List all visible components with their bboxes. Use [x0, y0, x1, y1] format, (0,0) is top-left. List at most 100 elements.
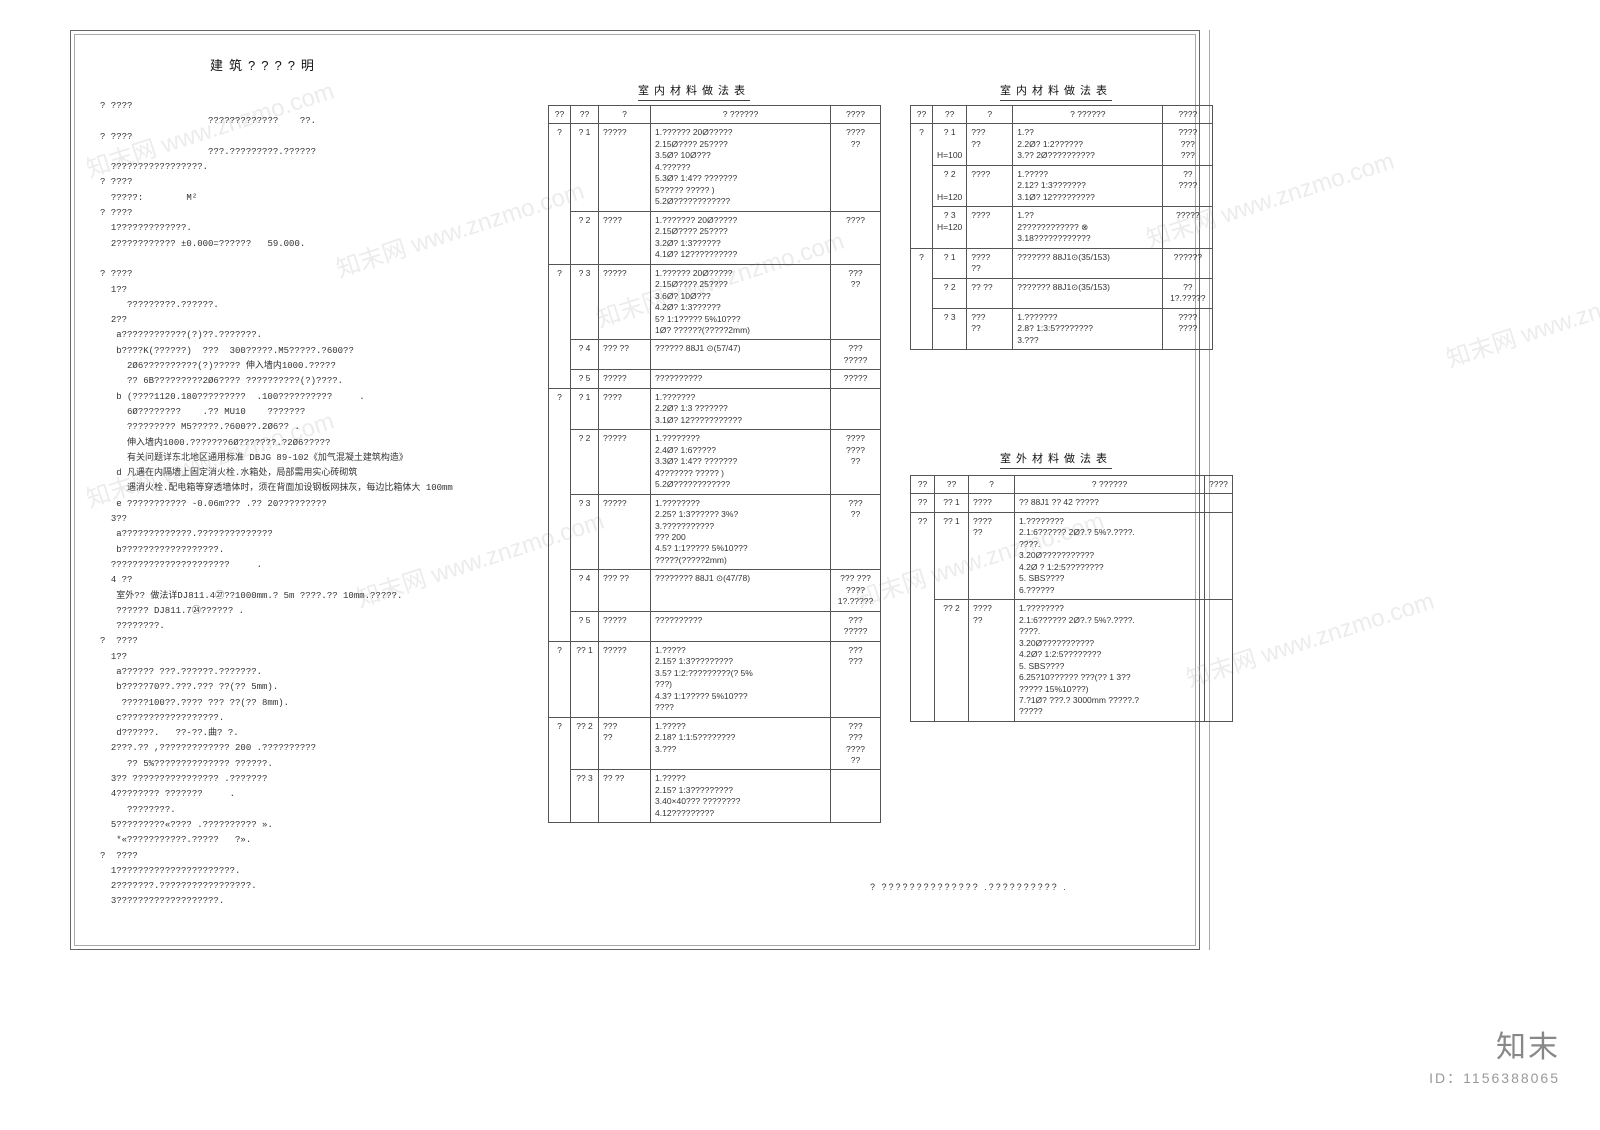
row-type: ????? [599, 494, 651, 570]
row-type: ???? [599, 388, 651, 429]
col-header: ?? [571, 106, 599, 124]
row-group: ? [911, 248, 933, 349]
row-detail: 1.????? 2.15? 1:3????????? 3.40×40??? ??… [651, 770, 831, 823]
row-index: ? 4 [571, 570, 599, 611]
row-type: ?? ?? [599, 770, 651, 823]
row-detail: 1.?????? 20Ø????? 2.15Ø???? 25???? 3.5Ø?… [651, 124, 831, 211]
row-detail: 1.??????? 2.2Ø? 1:3 ??????? 3.1Ø? 12????… [651, 388, 831, 429]
row-type: ??? ?? [599, 340, 651, 370]
row-note [1205, 494, 1233, 512]
row-note: ??? ????? [831, 611, 881, 641]
row-type: ???? [967, 207, 1013, 248]
table2-title: 室内材料做法表 [1000, 82, 1112, 101]
row-group: ?? [911, 512, 935, 721]
row-type: ????? [599, 430, 651, 494]
row-group: ? [549, 264, 571, 388]
row-type: ???? ?? [969, 600, 1015, 722]
col-header: ?? [933, 106, 967, 124]
row-note [1205, 512, 1233, 599]
row-note: ??? ??? ???? 1?.????? [831, 570, 881, 611]
row-detail: ?????????? [651, 611, 831, 641]
row-detail: 1.?? 2.2Ø? 1:2?????? 3.?? 2Ø?????????? [1013, 124, 1163, 165]
row-note: ???? ?? [831, 124, 881, 211]
col-header: ?? [911, 106, 933, 124]
col-header: ? [599, 106, 651, 124]
col-header: ???? [1163, 106, 1213, 124]
row-group: ? [549, 641, 571, 717]
col-header: ? ?????? [1013, 106, 1163, 124]
row-type: ??? ?? [599, 717, 651, 770]
row-type: ????? [599, 641, 651, 717]
row-index: ? 2 [571, 430, 599, 494]
col-header: ?? [911, 476, 935, 494]
col-header: ? [967, 106, 1013, 124]
row-detail: 1.????? 2.18? 1:1:5???????? 3.??? [651, 717, 831, 770]
row-type: ?? ?? [967, 278, 1013, 308]
table1-title: 室内材料做法表 [638, 82, 750, 101]
col-header: ???? [831, 106, 881, 124]
row-note: ???? ???? ?? [831, 430, 881, 494]
col-header: ? ?????? [1015, 476, 1205, 494]
row-note: ????? [831, 370, 881, 388]
row-index: ?? 1 [935, 512, 969, 599]
row-detail: 1.???????? 2.1:6?????? 2Ø?.? 5%?.????. ?… [1015, 600, 1205, 722]
row-note: ???? ???? [1163, 308, 1213, 349]
row-detail: ???????? 88J1 ⊙(47/78) [651, 570, 831, 611]
col-header: ?? [935, 476, 969, 494]
col-header: ?? [549, 106, 571, 124]
row-note: ?????? [1163, 248, 1213, 278]
row-type: ??? ?? [599, 570, 651, 611]
row-detail: 1.?????? 20Ø????? 2.15Ø???? 25???? 3.6Ø?… [651, 264, 831, 340]
row-note: ??? ??? [831, 641, 881, 717]
footer-note: ? ?????????????? .?????????? . [870, 882, 1068, 892]
row-index: ? 3 [933, 308, 967, 349]
row-note: ??? ????? [831, 340, 881, 370]
design-notes-block: ? ???? ????????????? ??. ? ???? ???.????… [100, 99, 520, 910]
row-index: ? 3 H=120 [933, 207, 967, 248]
row-index: ?? 2 [571, 717, 599, 770]
row-index: ?? 3 [571, 770, 599, 823]
row-note: ??? ?? [831, 494, 881, 570]
row-note [1205, 600, 1233, 722]
row-type: ????? [599, 370, 651, 388]
brand-id: ID：1156388065 [1429, 1068, 1560, 1088]
row-note: ??? ??? ???? ?? [831, 717, 881, 770]
col-header: ? [969, 476, 1015, 494]
row-index: ? 3 [571, 264, 599, 340]
row-detail: ?????????? [651, 370, 831, 388]
outdoor-material-table: ?????? ?????????????? 1?????? 88J1 ?? 42… [910, 475, 1233, 722]
row-index: ? 1 [933, 248, 967, 278]
row-note: ????? [1163, 207, 1213, 248]
row-detail: 1.???????? 2.25? 1:3?????? 3%? 3.???????… [651, 494, 831, 570]
row-type: ??? ?? [967, 124, 1013, 165]
table3-title: 室外材料做法表 [1000, 450, 1112, 469]
row-type: ??? ?? [967, 308, 1013, 349]
indoor-material-table-1: ?????? ???????????? 1?????1.?????? 20Ø??… [548, 105, 881, 823]
row-detail: 1.????? 2.12? 1:3??????? 3.1Ø? 12???????… [1013, 165, 1163, 206]
row-type: ???? [967, 165, 1013, 206]
row-index: ? 2 [933, 278, 967, 308]
row-detail: ?????? 88J1 ⊙(57/47) [651, 340, 831, 370]
row-index: ? 1 [571, 388, 599, 429]
col-header: ???? [1205, 476, 1233, 494]
row-index: ? 2 [571, 211, 599, 264]
row-note: ???? [831, 211, 881, 264]
row-detail: 1.??????? 20Ø????? 2.15Ø???? 25???? 3.2Ø… [651, 211, 831, 264]
row-index: ?? 2 [935, 600, 969, 722]
row-group: ?? [911, 494, 935, 512]
row-type: ???? ?? [967, 248, 1013, 278]
row-index: ? 2 H=120 [933, 165, 967, 206]
row-detail: ??????? 88J1⊙(35/153) [1013, 248, 1163, 278]
row-index: ? 5 [571, 370, 599, 388]
row-detail: 1.???????? 2.1:6?????? 2Ø?.? 5%?.????. ?… [1015, 512, 1205, 599]
row-index: ? 1 [571, 124, 599, 211]
row-detail: 1.???????? 2.4Ø? 1:6????? 3.3Ø? 1:4?? ??… [651, 430, 831, 494]
row-index: ? 4 [571, 340, 599, 370]
row-detail: 1.??????? 2.8? 1:3:5???????? 3.??? [1013, 308, 1163, 349]
row-note: ???? ??? ??? [1163, 124, 1213, 165]
row-note [831, 388, 881, 429]
row-detail: 1.?? 2???????????? ⊗ 3.18???????????? [1013, 207, 1163, 248]
row-index: ?? 1 [935, 494, 969, 512]
row-index: ? 5 [571, 611, 599, 641]
row-detail: ?? 88J1 ?? 42 ????? [1015, 494, 1205, 512]
